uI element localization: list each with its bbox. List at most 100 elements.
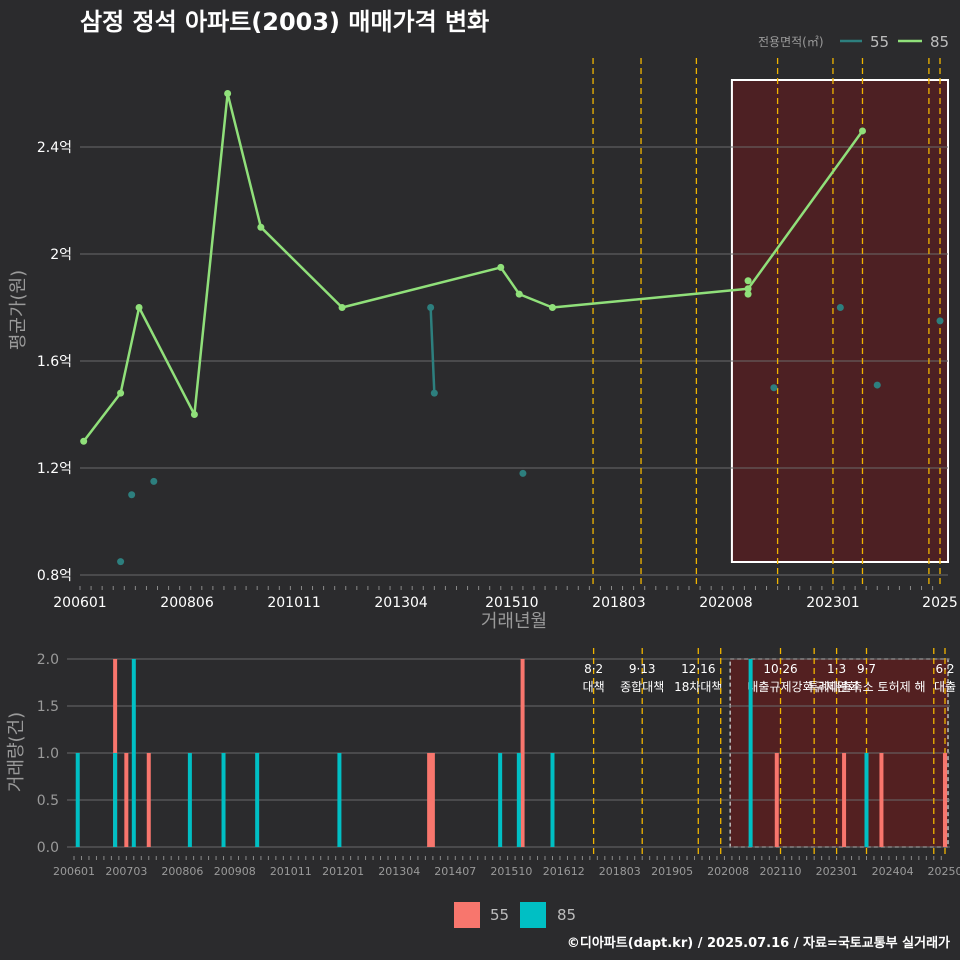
top-x-axis-title: 거래년월 [481, 611, 547, 632]
legend-top-label-55: 55 [870, 33, 889, 51]
bottom-x-tick-label: 201407 [434, 865, 476, 878]
legend-bottom-label-55: 55 [490, 906, 509, 924]
volume-bar-55 [879, 753, 884, 847]
volume-bar-55 [943, 753, 947, 847]
event-date-label: 10·26 [763, 662, 797, 676]
series-85-line [82, 92, 864, 443]
bottom-x-tick-label: 201905 [651, 865, 693, 878]
volume-bar-55 [146, 753, 151, 847]
bottom-x-tick-label: 201612 [543, 865, 585, 878]
series-85-point [338, 304, 346, 311]
series-85-point [548, 304, 556, 311]
volume-bar-85 [187, 753, 192, 847]
series-85-point [744, 290, 752, 298]
series-85-point [135, 304, 143, 311]
bottom-x-tick-label: 202404 [872, 865, 914, 878]
footer-credit: ©디아파트(dapt.kr) / 2025.07.16 / 자료=국토교통부 실… [567, 935, 950, 951]
event-name-label: 18차대책 [674, 679, 722, 694]
bottom-y-tick-label: 0.5 [37, 793, 59, 809]
bottom-x-tick-label: 201011 [270, 865, 312, 878]
highlight-box-top [730, 79, 949, 563]
series-55-point [873, 381, 881, 389]
top-y-axis-title: 평균가(원) [8, 270, 29, 350]
bottom-x-tick-label: 201201 [322, 865, 364, 878]
volume-bar-55 [842, 753, 847, 847]
volume-bar-55 [774, 753, 779, 847]
bottom-x-tick-label: 201803 [599, 865, 641, 878]
bottom-x-tick-label: 200703 [105, 865, 147, 878]
bottom-x-tick-label: 200908 [214, 865, 256, 878]
event-date-label: 8·2 [584, 662, 603, 676]
bottom-x-tick-label: 201304 [378, 865, 420, 878]
bottom-x-tick-label: 200806 [161, 865, 203, 878]
top-x-tick-label: 200806 [160, 595, 214, 611]
series-55-point [770, 384, 778, 392]
event-date-label: 1·3 [827, 662, 846, 676]
series-55-point [836, 304, 844, 311]
series-55-point [128, 491, 136, 499]
volume-bar-55 [520, 659, 525, 847]
event-name-label: 대출규제강화 [747, 680, 813, 694]
volume-bar-85 [337, 753, 342, 847]
bottom-y-axis-title: 거래량(건) [6, 712, 27, 792]
volume-bar-55 [430, 753, 435, 847]
series-85-point [744, 285, 752, 293]
volume-bar-85 [550, 753, 555, 847]
top-x-tick-label: 202301 [806, 595, 859, 611]
bottom-y-tick-label: 1.5 [37, 699, 59, 715]
bottom-x-tick-label: 202110 [760, 865, 802, 878]
volume-bar-85 [255, 753, 260, 847]
volume-bar-85 [516, 753, 521, 847]
volume-bar-85 [131, 659, 136, 847]
top-x-tick-label: 201510 [485, 595, 538, 611]
series-85-point [117, 389, 125, 397]
bottom-x-tick-label: 202301 [816, 865, 858, 878]
top-x-tick-label: 200601 [53, 595, 106, 611]
series-55-point [427, 304, 435, 311]
price-chart-panel: 0.8억 1.2억 1.6억 2억 2.4억 200601 200806 201011 2013… [37, 58, 958, 611]
series-55-point [936, 317, 944, 325]
event-name-label: 특례대출축소 토허제 해 [807, 680, 925, 694]
series-85-point [744, 277, 752, 285]
event-date-label: 9·7 [857, 662, 876, 676]
event-name-label: 규제완화 [815, 680, 859, 694]
bottom-x-tick-label: 20250 [928, 865, 960, 878]
event-date-label: 12·16 [681, 662, 715, 676]
volume-bar-85 [75, 753, 80, 847]
top-y-tick-label: 1.6억 [37, 354, 72, 370]
series-85-point [224, 90, 232, 97]
volume-bar-85 [748, 659, 753, 847]
bottom-y-tick-label: 2.0 [37, 652, 59, 668]
top-x-tick-label: 201304 [374, 595, 428, 611]
series-85-point [858, 127, 866, 135]
volume-bar-85 [864, 753, 869, 847]
top-y-tick-label: 1.2억 [37, 461, 72, 477]
legend-bottom-swatch-85 [520, 902, 546, 928]
series-55-point [117, 558, 125, 566]
top-y-tick-label: 0.8억 [37, 568, 72, 584]
legend-top-title: 전용면적(㎡) [758, 35, 824, 49]
bottom-y-tick-label: 0.0 [37, 840, 59, 856]
chart-title: 삼정 정석 아파트(2003) 매매가격 변화 [80, 8, 489, 36]
volume-chart-panel: 0.0 0.5 1.0 1.5 2.0 8·2 대책 9·13 종합대책 12·16 18차대책 10… [37, 648, 960, 878]
top-x-tick-label: 202008 [699, 595, 752, 611]
volume-bar-55 [124, 753, 129, 847]
legend-bottom-swatch-55 [454, 902, 480, 928]
volume-bar-85 [221, 753, 226, 847]
event-date-label: 9·13 [629, 662, 656, 676]
event-name-label: 대출 [934, 680, 956, 694]
bottom-x-tick-label: 202008 [707, 865, 749, 878]
series-55-segment [429, 307, 436, 394]
legend-bottom-label-85: 85 [557, 906, 576, 924]
top-x-tick-label: 201803 [592, 595, 645, 611]
volume-bar-85 [498, 753, 503, 847]
series-85-point [80, 437, 88, 445]
top-y-tick-label: 2억 [50, 247, 72, 263]
series-55-point [150, 477, 158, 485]
series-85-point [515, 290, 523, 298]
legend-top: 전용면적(㎡) 55 85 [758, 33, 949, 51]
series-55-point [519, 469, 527, 477]
event-date-label: 6·2 [935, 662, 954, 676]
series-85-point [497, 263, 505, 271]
